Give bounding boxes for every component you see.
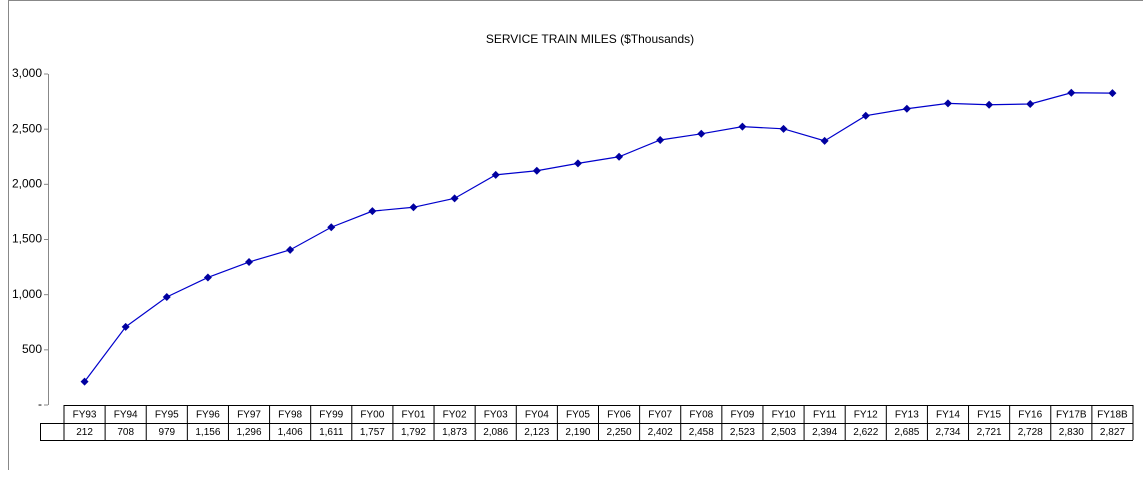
- x-tick-label: FY05: [566, 410, 590, 421]
- data-point: [943, 99, 952, 108]
- data-point: [697, 129, 706, 138]
- x-tick-label: FY93: [73, 410, 97, 421]
- data-point: [615, 152, 624, 161]
- data-point: [409, 203, 418, 212]
- table-value: 2,402: [648, 427, 673, 438]
- data-point: [861, 111, 870, 120]
- table-value: 2,190: [565, 427, 590, 438]
- data-point: [1067, 88, 1076, 97]
- table-value: 2,394: [812, 427, 837, 438]
- table-value: 2,523: [730, 427, 755, 438]
- x-tick-label: FY12: [854, 410, 878, 421]
- x-tick-label: FY18B: [1097, 410, 1128, 421]
- table-value: 2,250: [607, 427, 632, 438]
- x-tick-label: FY02: [443, 410, 467, 421]
- x-tick-label: FY15: [977, 410, 1001, 421]
- x-tick-label: FY13: [895, 410, 919, 421]
- x-tick-label: FY07: [648, 410, 672, 421]
- data-point: [491, 170, 500, 179]
- y-tick-label: 500: [22, 342, 42, 356]
- x-tick-label: FY04: [525, 410, 549, 421]
- x-tick-label: FY14: [936, 410, 960, 421]
- table-value: 1,873: [442, 427, 467, 438]
- data-point: [286, 245, 295, 254]
- data-point: [532, 166, 541, 175]
- y-tick-label: 2,000: [12, 177, 42, 191]
- x-tick-label: FY01: [402, 410, 426, 421]
- x-tick-label: FY99: [319, 410, 343, 421]
- data-point: [368, 207, 377, 216]
- table-value: 2,685: [894, 427, 919, 438]
- data-point: [902, 104, 911, 113]
- table-value: 2,728: [1018, 427, 1043, 438]
- x-tick-label: FY11: [813, 410, 837, 421]
- table-value: 2,734: [935, 427, 960, 438]
- table-value: 1,156: [195, 427, 220, 438]
- table-value: 1,757: [360, 427, 385, 438]
- data-point: [573, 159, 582, 168]
- table-value: 2,827: [1100, 427, 1125, 438]
- y-tick-label: 1,500: [12, 232, 42, 246]
- x-tick-label: FY96: [196, 410, 220, 421]
- table-value: 1,792: [401, 427, 426, 438]
- y-tick-label: -: [38, 397, 42, 411]
- table-value: 2,458: [689, 427, 714, 438]
- x-tick-label: FY00: [360, 410, 384, 421]
- x-tick-label: FY95: [155, 410, 179, 421]
- table-value: 979: [158, 427, 175, 438]
- y-tick-label: 2,500: [12, 121, 42, 135]
- data-point: [985, 100, 994, 109]
- data-point: [80, 377, 89, 386]
- data-point: [1026, 100, 1035, 109]
- data-point: [203, 273, 212, 282]
- x-tick-label: FY06: [607, 410, 631, 421]
- table-value: 2,622: [853, 427, 878, 438]
- x-tick-label: FY16: [1018, 410, 1042, 421]
- table-value: 2,721: [977, 427, 1002, 438]
- table-value: 1,296: [237, 427, 262, 438]
- table-value: 1,611: [319, 427, 344, 438]
- data-point: [1108, 89, 1117, 98]
- x-tick-label: FY17B: [1056, 410, 1087, 421]
- data-point: [245, 258, 254, 267]
- table-value: 2,830: [1059, 427, 1084, 438]
- table-value: 708: [117, 427, 134, 438]
- x-tick-label: FY08: [689, 410, 713, 421]
- data-line: [84, 92, 1113, 382]
- data-point: [162, 292, 171, 301]
- data-point: [656, 135, 665, 144]
- x-tick-label: FY98: [278, 410, 302, 421]
- data-point: [450, 194, 459, 203]
- y-tick-label: 3,000: [12, 66, 42, 80]
- table-value: 2,123: [524, 427, 549, 438]
- table-value: 2,086: [483, 427, 508, 438]
- x-tick-label: FY09: [730, 410, 754, 421]
- data-point: [820, 136, 829, 145]
- data-point: [738, 122, 747, 131]
- chart-title: SERVICE TRAIN MILES ($Thousands): [486, 32, 694, 46]
- x-tick-label: FY97: [237, 410, 261, 421]
- table-value: 1,406: [278, 427, 303, 438]
- table-value: 212: [76, 427, 93, 438]
- data-point: [779, 124, 788, 133]
- table-value: 2,503: [771, 427, 796, 438]
- y-tick-label: 1,000: [12, 287, 42, 301]
- x-tick-label: FY10: [772, 410, 796, 421]
- x-tick-label: FY94: [114, 410, 138, 421]
- data-point: [121, 322, 130, 331]
- x-tick-label: FY03: [484, 410, 508, 421]
- data-point: [327, 223, 336, 232]
